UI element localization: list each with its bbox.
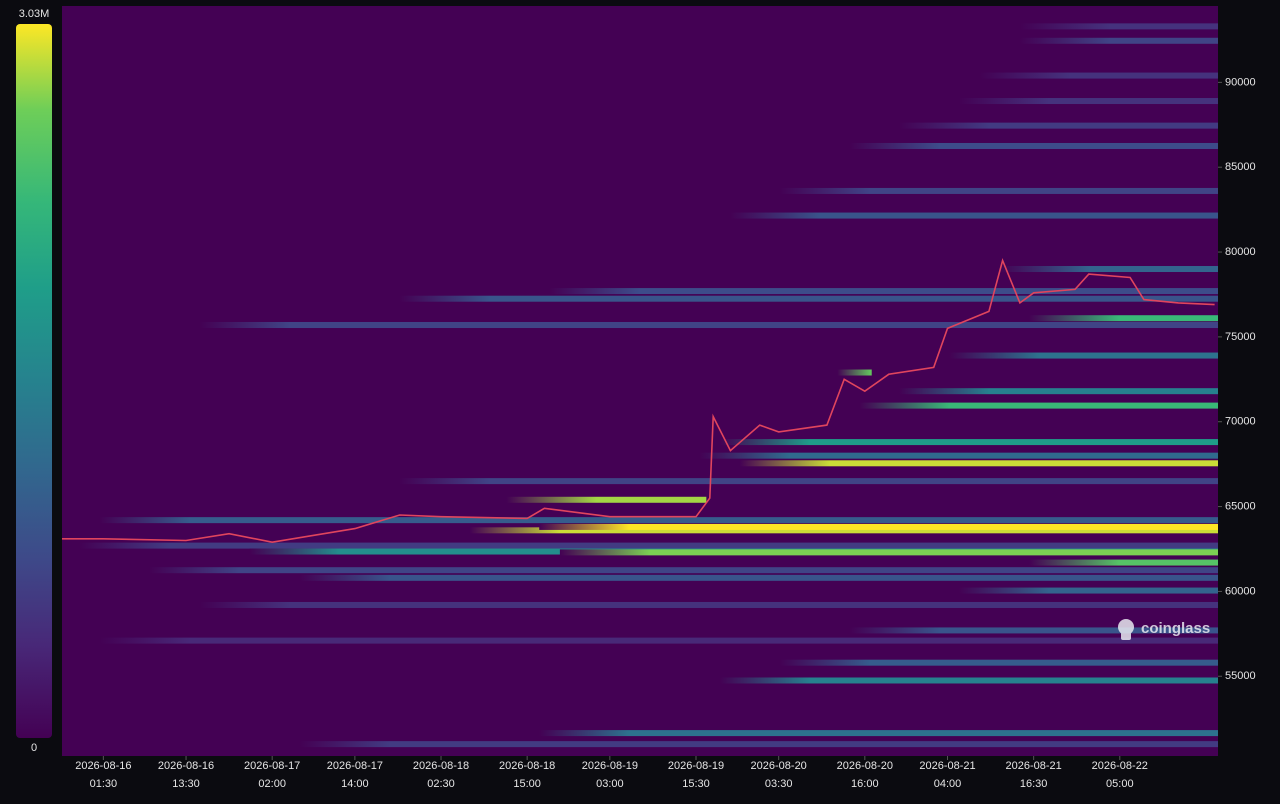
heat-band [149,567,1219,574]
heat-band [720,439,1218,446]
x-tick-label: 2026-08-18 [413,760,469,772]
heat-band [79,542,1218,549]
y-tick-label: 85000 [1225,161,1256,173]
price-line [62,258,1215,544]
heat-band [469,527,1219,534]
heat-band [506,496,707,503]
heat-band [849,142,1218,149]
heat-band [949,352,1218,359]
x-tick-label: 13:30 [172,778,200,790]
heat-band [399,295,1218,302]
y-tick-label: 70000 [1225,416,1256,428]
x-tick-label: 14:00 [341,778,369,790]
watermark-icon [1121,632,1131,640]
heat-band [99,637,1219,644]
watermark-text: coinglass [1141,620,1210,637]
heat-band [299,574,1218,581]
x-tick-label: 2026-08-21 [919,760,975,772]
heat-band [779,659,1218,666]
x-tick-label: 2026-08-22 [1092,760,1148,772]
x-tick-label: 03:00 [596,778,624,790]
y-tick-label: 75000 [1225,331,1256,343]
heat-band [959,98,1218,105]
heat-band [739,460,1218,467]
x-tick-label: 02:00 [258,778,286,790]
heat-band [859,402,1218,409]
x-tick-label: 16:30 [1020,778,1048,790]
x-tick-label: 04:00 [934,778,962,790]
x-tick-label: 2026-08-16 [158,760,214,772]
heat-band [1029,315,1218,322]
x-tick-label: 2026-08-18 [499,760,555,772]
y-tick-label: 80000 [1225,246,1256,258]
watermark: coinglass [1118,619,1210,640]
x-tick-label: 01:30 [90,778,118,790]
heat-band [539,523,1218,530]
x-tick-label: 2026-08-19 [668,760,724,772]
heat-band [849,627,1218,634]
x-tick-label: 2026-08-17 [244,760,300,772]
heat-band [959,587,1218,594]
heat-band [899,388,1218,395]
heat-band [899,122,1218,129]
heat-band [299,741,1218,748]
y-tick-label: 55000 [1225,670,1256,682]
x-tick-label: 15:00 [513,778,541,790]
heat-band [730,212,1218,219]
y-tick-label: 90000 [1225,76,1256,88]
heat-band [199,322,1218,329]
colorbar-max-label: 3.03M [19,8,50,20]
heat-band [779,187,1218,194]
heat-band [549,288,1218,295]
heat-band [837,369,872,376]
heat-band [559,549,1218,556]
y-tick-label: 65000 [1225,500,1256,512]
y-tick-label: 60000 [1225,585,1256,597]
heat-band [699,452,1218,459]
x-tick-label: 2026-08-21 [1006,760,1062,772]
heat-band [979,72,1218,79]
x-tick-label: 2026-08-19 [582,760,638,772]
x-tick-label: 2026-08-20 [837,760,893,772]
x-tick-label: 03:30 [765,778,793,790]
x-tick-label: 2026-08-17 [327,760,383,772]
heat-band [99,517,1219,524]
x-tick-label: 02:30 [427,778,455,790]
heat-band [539,730,1218,737]
heat-band [199,601,1218,608]
heat-band [999,266,1218,273]
watermark-icon [1118,619,1134,635]
x-tick-label: 05:00 [1106,778,1134,790]
colorbar [16,24,52,738]
x-tick-label: 2026-08-16 [75,760,131,772]
colorbar-min-label: 0 [31,742,37,754]
heat-band [720,677,1218,684]
heat-band [399,478,1218,485]
heat-band [1029,559,1218,566]
heat-band [1019,37,1218,44]
x-tick-label: 15:30 [682,778,710,790]
heat-band [1019,23,1218,30]
x-tick-label: 16:00 [851,778,879,790]
x-tick-label: 2026-08-20 [751,760,807,772]
